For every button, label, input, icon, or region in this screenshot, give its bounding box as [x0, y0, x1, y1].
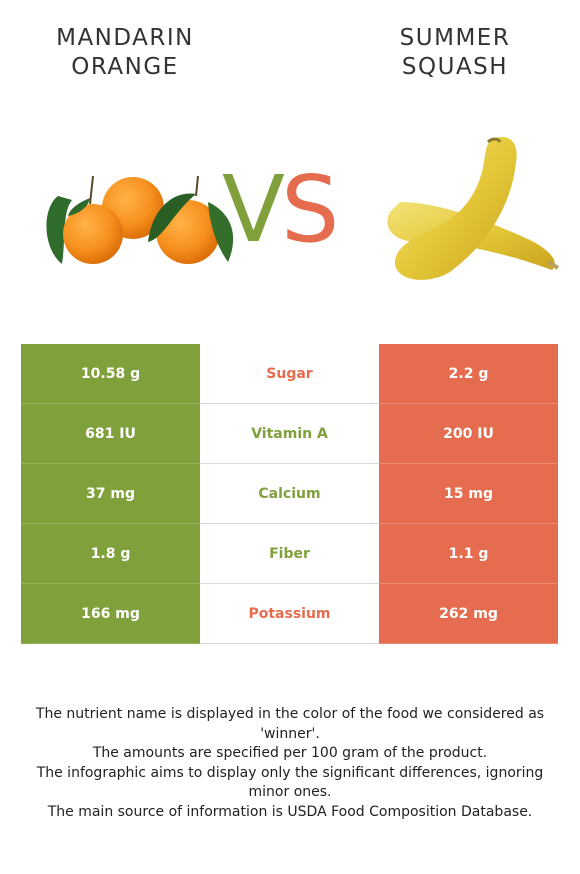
left-value-cell: 166 mg [21, 583, 200, 644]
footnote: The nutrient name is displayed in the co… [35, 706, 545, 742]
right-food-title-line1: SUMMER [399, 25, 511, 51]
right-value-cell: 2.2 g [379, 344, 558, 404]
nutrient-name-cell: Fiber [200, 523, 379, 584]
table-row: 10.58 g Sugar 2.2 g [21, 344, 558, 404]
mandarin-orange-image [46, 175, 234, 264]
right-value-cell: 15 mg [379, 463, 558, 524]
right-value-cell: 1.1 g [379, 523, 558, 584]
left-food-title-line1: MANDARIN [56, 25, 194, 51]
table-row: 1.8 g Fiber 1.1 g [21, 523, 558, 584]
nutrient-name-cell: Potassium [200, 583, 379, 644]
nutrient-name-cell: Calcium [200, 463, 379, 524]
vs-label: VS [222, 160, 339, 260]
table-row: 681 IU Vitamin A 200 IU [21, 403, 558, 464]
vs-letter-v: V [222, 156, 285, 263]
right-value-cell: 200 IU [379, 403, 558, 464]
summer-squash-image [387, 136, 560, 280]
nutrient-comparison-table: 10.58 g Sugar 2.2 g 681 IU Vitamin A 200 IU 37… [21, 344, 558, 644]
nutrient-name-cell: Vitamin A [200, 403, 379, 464]
left-value-cell: 1.8 g [21, 523, 200, 584]
footnote: The infographic aims to display only the… [36, 764, 544, 801]
vs-letter-s: S [280, 156, 339, 263]
right-food-title-line2: SQUASH [401, 54, 509, 80]
left-value-cell: 37 mg [21, 463, 200, 524]
footnotes: The nutrient name is displayed in the co… [20, 705, 560, 822]
left-food-title: MANDARIN ORANGE [25, 24, 225, 82]
left-value-cell: 681 IU [21, 403, 200, 464]
table-row: 166 mg Potassium 262 mg [21, 583, 558, 644]
left-food-title-line2: ORANGE [71, 54, 179, 80]
footnote: The amounts are specified per 100 gram o… [92, 745, 488, 761]
nutrient-name-cell: Sugar [200, 344, 379, 404]
table-row: 37 mg Calcium 15 mg [21, 463, 558, 524]
footnote: The main source of information is USDA F… [47, 803, 533, 820]
right-food-title: SUMMER SQUASH [355, 24, 555, 82]
left-value-cell: 10.58 g [21, 344, 200, 404]
right-value-cell: 262 mg [379, 583, 558, 644]
